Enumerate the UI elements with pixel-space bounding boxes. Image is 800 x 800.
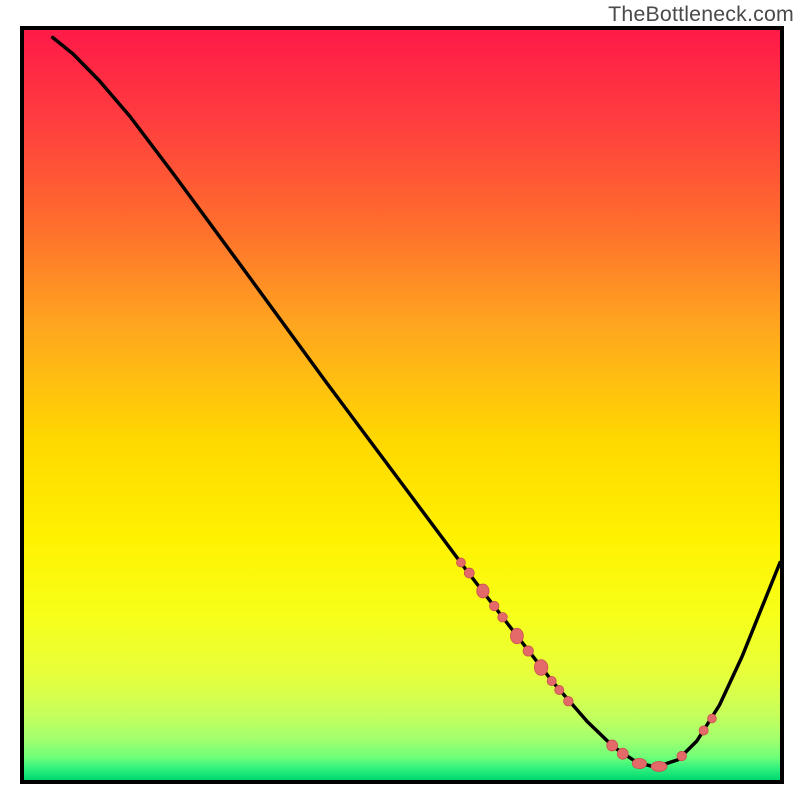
marker-point	[534, 660, 547, 676]
marker-point	[464, 568, 474, 578]
marker-point	[564, 697, 573, 706]
watermark-text: TheBottleneck.com	[608, 2, 794, 27]
marker-point	[607, 740, 618, 751]
marker-point	[617, 748, 628, 759]
marker-point	[555, 685, 564, 694]
bottleneck-curve	[53, 38, 780, 768]
marker-point	[547, 676, 556, 685]
markers-group	[457, 558, 717, 771]
marker-point	[498, 612, 507, 621]
plot-svg	[24, 30, 780, 780]
chart-stage: TheBottleneck.com	[0, 0, 800, 800]
marker-point	[708, 714, 717, 723]
marker-point	[489, 601, 498, 610]
marker-point	[477, 584, 489, 598]
marker-point	[510, 628, 523, 643]
marker-point	[677, 751, 686, 760]
plot-border	[20, 26, 784, 784]
marker-point	[523, 646, 533, 656]
marker-point	[651, 762, 667, 772]
marker-point	[632, 758, 646, 768]
marker-point	[457, 558, 466, 567]
marker-point	[699, 726, 708, 735]
